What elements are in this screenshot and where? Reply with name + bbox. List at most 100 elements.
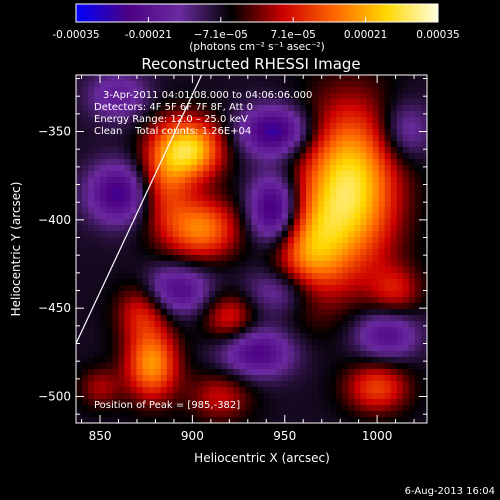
heatmap-cell [378, 99, 386, 106]
heatmap-cell [88, 153, 95, 160]
heatmap-cell [360, 213, 368, 220]
heatmap-cell [227, 165, 234, 172]
heatmap-cell [336, 141, 343, 148]
heatmap-cell [275, 321, 283, 328]
heatmap-cell [190, 327, 198, 334]
heatmap-cell [299, 297, 307, 304]
heatmap-cell [184, 171, 192, 178]
heatmap-cell [94, 201, 101, 208]
heatmap-cell [414, 183, 422, 190]
heatmap-cell [384, 243, 392, 250]
heatmap-cell [142, 123, 150, 130]
heatmap-cell [293, 117, 301, 124]
heatmap-cell [257, 261, 265, 268]
heatmap-cell [160, 87, 168, 94]
heatmap-cell [408, 171, 416, 178]
heatmap-cell [396, 129, 404, 136]
heatmap-cell [239, 177, 247, 184]
heatmap-cell [263, 111, 271, 118]
heatmap-cell [336, 117, 343, 124]
heatmap-cell [76, 375, 83, 382]
heatmap-cell [190, 105, 198, 112]
heatmap-cell [318, 327, 325, 334]
heatmap-cell [293, 327, 301, 334]
heatmap-cell [154, 411, 162, 418]
heatmap-cell [184, 417, 192, 423]
heatmap-cell [360, 297, 368, 304]
heatmap-cell [324, 231, 331, 238]
heatmap-cell [148, 399, 156, 406]
heatmap-cell [215, 153, 222, 160]
heatmap-cell [420, 339, 427, 346]
heatmap-cell [305, 117, 313, 124]
heatmap-cell [76, 219, 83, 226]
heatmap-cell [100, 339, 107, 346]
heatmap-cell [257, 291, 265, 298]
heatmap-cell [390, 393, 398, 400]
heatmap-cell [100, 303, 107, 310]
heatmap-cell [100, 297, 107, 304]
heatmap-cell [178, 243, 186, 250]
heatmap-cell [402, 285, 410, 292]
heatmap-cell [215, 381, 222, 388]
heatmap-cell [293, 315, 301, 322]
heatmap-cell [88, 345, 95, 352]
heatmap-cell [275, 207, 283, 214]
heatmap-cell [312, 381, 319, 388]
heatmap-cell [414, 165, 422, 172]
heatmap-cell [190, 387, 198, 394]
heatmap-cell [184, 105, 192, 112]
heatmap-cell [312, 339, 319, 346]
heatmap-cell [154, 375, 162, 382]
heatmap-cell [190, 381, 198, 388]
heatmap-cell [384, 213, 392, 220]
heatmap-cell [378, 393, 386, 400]
heatmap-cell [203, 333, 210, 340]
heatmap-cell [82, 159, 89, 166]
heatmap-cell [203, 147, 210, 154]
heatmap-cell [378, 87, 386, 94]
heatmap-cell [197, 339, 204, 346]
heatmap-cell [318, 135, 325, 142]
heatmap-cell [299, 345, 307, 352]
heatmap-cell [245, 171, 253, 178]
heatmap-cell [124, 309, 132, 316]
heatmap-cell [366, 393, 374, 400]
heatmap-cell [372, 81, 380, 88]
heatmap-cell [88, 99, 95, 106]
heatmap-cell [263, 333, 271, 340]
heatmap-cell [360, 405, 368, 412]
heatmap-cell [342, 81, 349, 88]
heatmap-cell [106, 297, 113, 304]
heatmap-cell [348, 357, 355, 364]
heatmap-cell [148, 93, 156, 100]
heatmap-cell [390, 123, 398, 130]
heatmap-cell [269, 333, 277, 340]
heatmap-cell [269, 93, 277, 100]
heatmap-cell [390, 213, 398, 220]
heatmap-cell [233, 165, 240, 172]
heatmap-cell [305, 273, 313, 280]
heatmap-cell [299, 171, 307, 178]
heatmap-cell [118, 333, 126, 340]
heatmap-cell [378, 165, 386, 172]
heatmap-cell [378, 147, 386, 154]
heatmap-cell [215, 417, 222, 423]
heatmap-cell [414, 225, 422, 232]
heatmap-cell [130, 387, 138, 394]
heatmap-cell [233, 189, 240, 196]
heatmap-cell [221, 339, 228, 346]
heatmap-cell [148, 165, 156, 172]
heatmap-cell [148, 159, 156, 166]
heatmap-cell [227, 255, 234, 262]
heatmap-cell [154, 279, 162, 286]
heatmap-cell [233, 123, 240, 130]
heatmap-cell [281, 171, 289, 178]
heatmap-cell [342, 135, 349, 142]
heatmap-cell [160, 345, 168, 352]
heatmap-cell [118, 105, 126, 112]
heatmap-cell [390, 117, 398, 124]
heatmap-cell [184, 207, 192, 214]
heatmap-cell [275, 351, 283, 358]
heatmap-cell [342, 129, 349, 136]
